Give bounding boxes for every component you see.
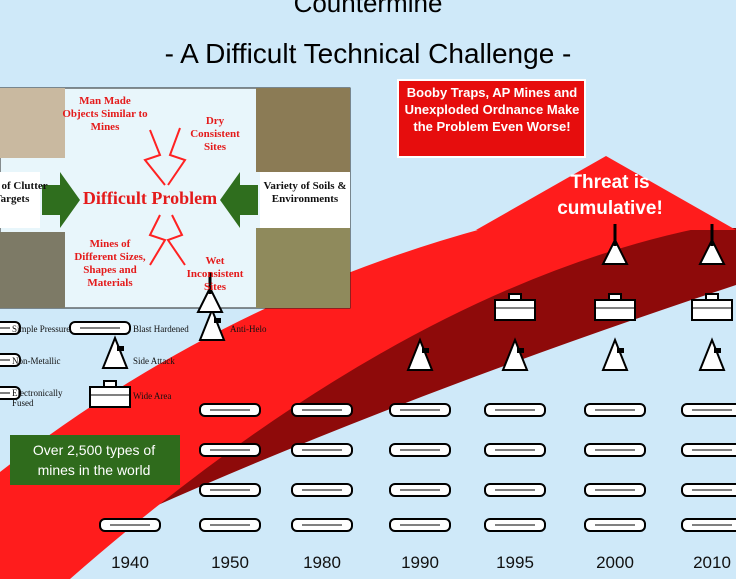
legend-label: Blast Hardened [133, 324, 189, 334]
label-bg [0, 172, 40, 228]
mine-icon [691, 299, 733, 321]
mine-icon [698, 337, 726, 371]
mine-icon [601, 237, 629, 265]
title: - A Difficult Technical Challenge - [164, 38, 572, 69]
mine-icon [517, 348, 524, 353]
mine-icon [103, 380, 117, 388]
panel-text: Man Made Objects Similar to Mines [62, 95, 148, 133]
legend-label: Non-Metallic [12, 356, 61, 366]
arrow-in [220, 172, 258, 228]
arrow-head [476, 156, 736, 230]
mine-icon [494, 299, 536, 321]
mine-icon [705, 293, 719, 301]
panel-text: Wet Inconsistent Sites [186, 255, 244, 293]
panel-text: Mines of Different Sizes, Shapes and Mat… [74, 238, 146, 289]
mine-icon [422, 348, 429, 353]
year-label: 2010 [693, 553, 731, 572]
label-bg [260, 172, 350, 228]
mine-icon [214, 318, 221, 323]
legend-label: Anti-Helo [230, 324, 267, 334]
bolt [167, 127, 187, 186]
note-box [10, 435, 180, 485]
mine-icon [501, 337, 529, 371]
mine-icon [617, 348, 624, 353]
year-label: 1940 [111, 553, 149, 572]
title-top: Countermine [293, 0, 443, 18]
year-label: 1980 [303, 553, 341, 572]
mine-icon [601, 337, 629, 371]
arrow-label: Threat is cumulative! [557, 172, 663, 219]
photo [256, 228, 350, 308]
photo [0, 232, 65, 308]
photo [256, 88, 350, 172]
legend-label: Simple Pressure [12, 324, 71, 334]
year-label: 1950 [211, 553, 249, 572]
mine-icon [714, 348, 721, 353]
mine-icon [406, 337, 434, 371]
mine-icons [0, 224, 736, 532]
panel-text: Dry Consistent Sites [190, 115, 240, 153]
legend-label: Wide Area [133, 391, 172, 401]
legend-label: Electronically Fused [12, 388, 63, 408]
year-label: 1990 [401, 553, 439, 572]
callout-box [397, 79, 586, 158]
mine-icon [101, 335, 129, 369]
bolt [148, 214, 167, 266]
mine-icon [198, 307, 226, 341]
year-label: 1995 [496, 553, 534, 572]
panel-text: Variety of Clutter & Targets [0, 180, 48, 205]
mine-icon [117, 346, 124, 351]
mine-icon [508, 293, 522, 301]
panel-center: Difficult Problem [82, 188, 218, 208]
mine-icon [196, 285, 224, 313]
mine-icon [89, 386, 131, 408]
arrow-band [0, 228, 700, 579]
bolt [166, 214, 186, 266]
callout: Booby Traps, AP Mines and Unexploded Ord… [404, 85, 580, 134]
mine-icon [594, 299, 636, 321]
note: Over 2,500 types of mines in the world [32, 442, 156, 478]
panel-text: Variety of Soils & Environments [263, 180, 347, 205]
mine-icon [698, 237, 726, 265]
bolt [143, 129, 166, 186]
year-label: 2000 [596, 553, 634, 572]
legend-label: Side Attack [133, 356, 175, 366]
mine-icon [608, 293, 622, 301]
arrow-shadow [0, 228, 736, 579]
photo [0, 88, 65, 158]
arrow-in [42, 172, 80, 228]
